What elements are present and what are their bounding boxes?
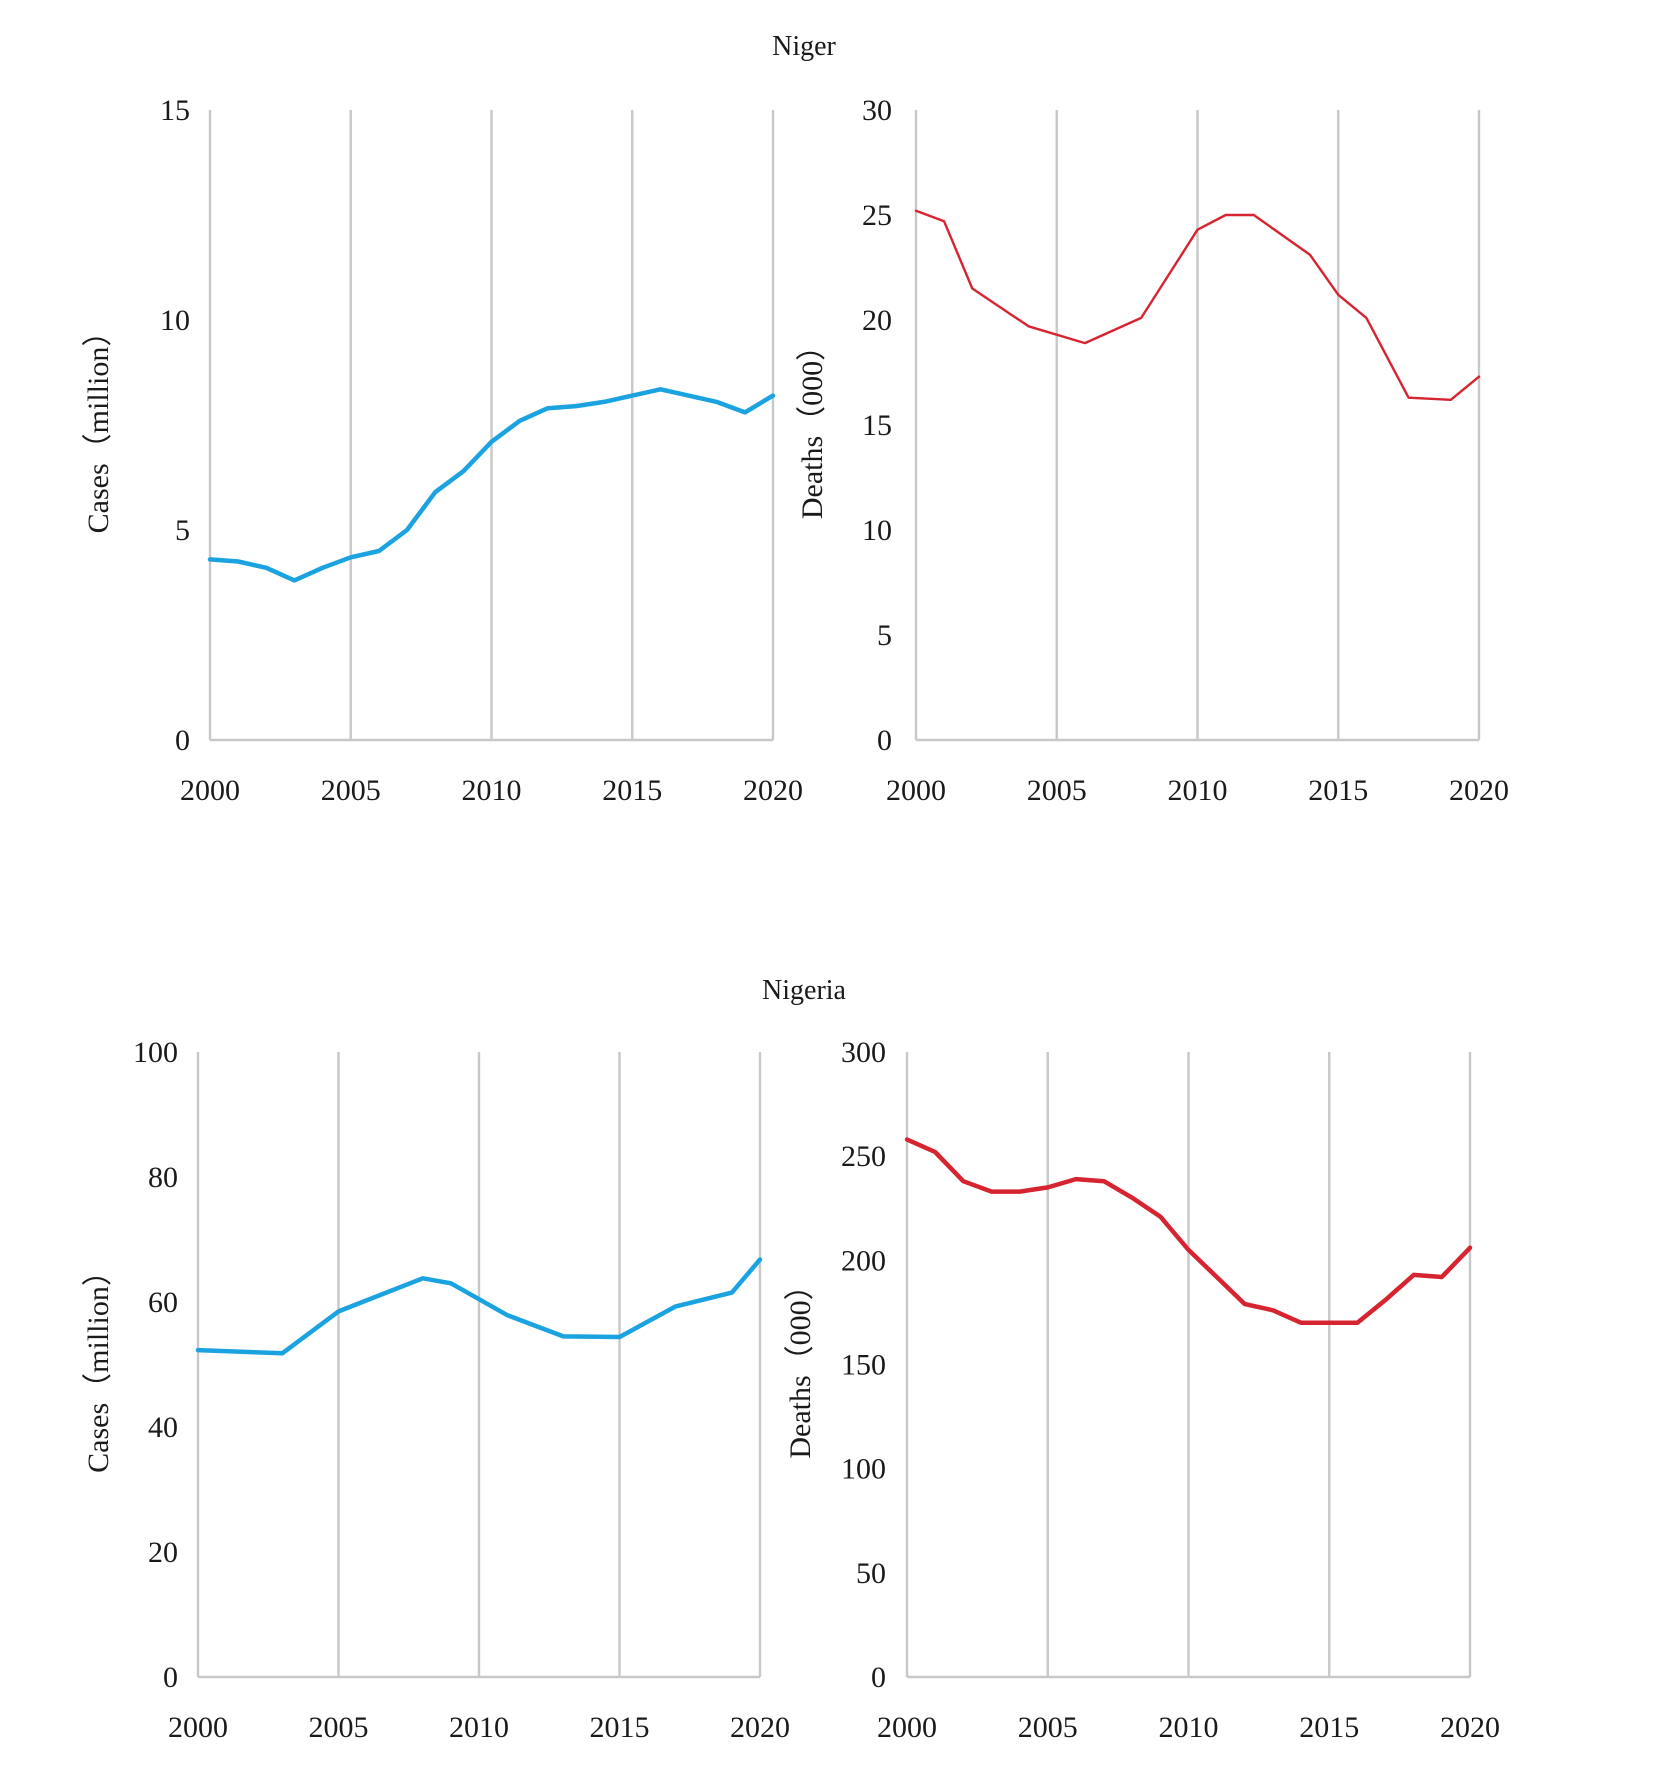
y-tick-label: 0 xyxy=(175,724,190,757)
x-tick-label: 2010 xyxy=(1168,774,1228,807)
x-tick-label: 2010 xyxy=(462,774,522,807)
y-tick-label: 10 xyxy=(160,304,190,337)
y-axis-label: Deaths（000） xyxy=(796,331,829,519)
y-tick-label: 250 xyxy=(841,1140,886,1173)
y-tick-label: 100 xyxy=(841,1453,886,1486)
y-tick-label: 40 xyxy=(148,1411,178,1444)
y-tick-label: 50 xyxy=(856,1557,886,1590)
x-tick-label: 2020 xyxy=(1440,1711,1500,1744)
x-tick-label: 2015 xyxy=(1308,774,1368,807)
y-tick-label: 25 xyxy=(862,199,892,232)
y-axis-label: Cases（million） xyxy=(82,1256,115,1473)
x-tick-label: 2015 xyxy=(1299,1711,1359,1744)
y-tick-label: 0 xyxy=(163,1661,178,1694)
x-tick-label: 2000 xyxy=(877,1711,937,1744)
y-tick-label: 20 xyxy=(148,1536,178,1569)
chart-nigeria-cases: 0 20 40 60 80 100 2000 2005 2010 2015 2020 Cases（mi… xyxy=(82,1036,790,1744)
y-tick-label: 30 xyxy=(862,94,892,127)
chart-nigeria-deaths: 0 50 100 150 200 250 300 2000 2005 2010 2015 2020 De… xyxy=(784,1036,1500,1744)
x-tick-label: 2010 xyxy=(449,1711,509,1744)
y-axis-label: Cases（million） xyxy=(82,317,115,534)
series-line xyxy=(914,209,1481,401)
x-tick-label: 2010 xyxy=(1159,1711,1219,1744)
series-line xyxy=(195,1257,763,1356)
x-tick-label: 2005 xyxy=(1027,774,1087,807)
series-line xyxy=(207,387,776,583)
y-tick-label: 0 xyxy=(877,724,892,757)
y-tick-label: 300 xyxy=(841,1036,886,1069)
section-title-niger: Niger xyxy=(772,31,836,62)
chart-niger-deaths: 0 5 10 15 20 25 30 2000 2005 2010 2015 2020 Deaths（0… xyxy=(796,94,1509,807)
x-tick-label: 2020 xyxy=(1449,774,1509,807)
y-tick-label: 80 xyxy=(148,1161,178,1194)
x-tick-label: 2015 xyxy=(590,1711,650,1744)
y-tick-label: 5 xyxy=(175,514,190,547)
x-tick-label: 2000 xyxy=(168,1711,228,1744)
y-tick-label: 150 xyxy=(841,1349,886,1382)
x-tick-label: 2005 xyxy=(321,774,381,807)
x-tick-label: 2005 xyxy=(309,1711,369,1744)
x-tick-label: 2020 xyxy=(730,1711,790,1744)
chart-niger-cases: 0 5 10 15 2000 2005 2010 2015 2020 Cases（million） xyxy=(82,94,803,807)
x-tick-label: 2000 xyxy=(886,774,946,807)
y-tick-label: 15 xyxy=(160,94,190,127)
y-axis-label: Deaths（000） xyxy=(784,1270,817,1458)
x-tick-label: 2000 xyxy=(180,774,240,807)
y-tick-label: 15 xyxy=(862,409,892,442)
y-tick-label: 100 xyxy=(133,1036,178,1069)
y-tick-label: 5 xyxy=(877,619,892,652)
y-tick-label: 60 xyxy=(148,1286,178,1319)
section-title-nigeria: Nigeria xyxy=(762,975,847,1006)
y-tick-label: 20 xyxy=(862,304,892,337)
x-tick-label: 2020 xyxy=(743,774,803,807)
y-tick-label: 0 xyxy=(871,1661,886,1694)
series-line xyxy=(904,1137,1473,1326)
x-tick-label: 2005 xyxy=(1018,1711,1078,1744)
y-tick-label: 10 xyxy=(862,514,892,547)
x-tick-label: 2015 xyxy=(602,774,662,807)
y-tick-label: 200 xyxy=(841,1244,886,1277)
